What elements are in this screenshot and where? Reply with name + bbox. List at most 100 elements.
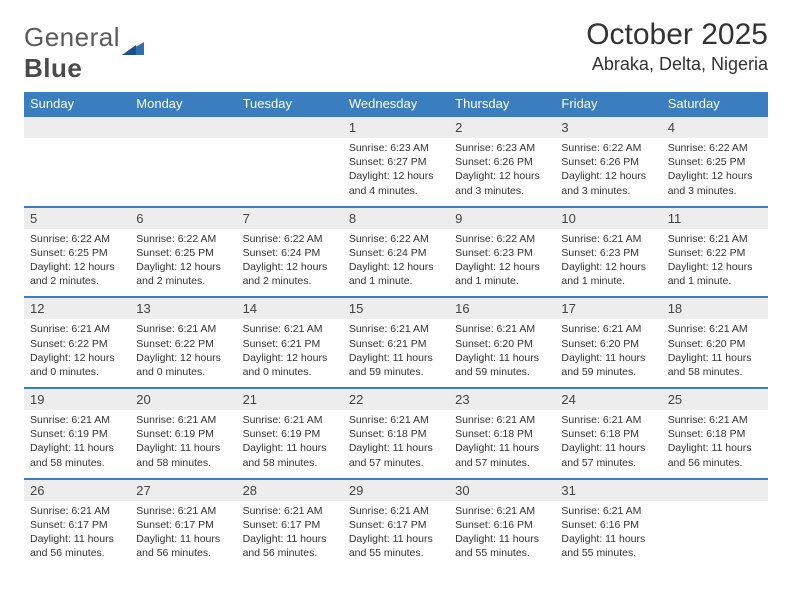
sunrise-text: Sunrise: 6:21 AM: [243, 322, 337, 336]
day1-text: Daylight: 12 hours: [349, 260, 443, 274]
day-number: 4: [662, 116, 768, 138]
day-number: 23: [449, 388, 555, 410]
day-number: 11: [662, 207, 768, 229]
day-number: 18: [662, 297, 768, 319]
sunrise-text: Sunrise: 6:22 AM: [243, 232, 337, 246]
day1-text: Daylight: 12 hours: [243, 260, 337, 274]
day1-text: Daylight: 12 hours: [243, 351, 337, 365]
day2-text: and 1 minute.: [668, 274, 762, 288]
day-number: 17: [555, 297, 661, 319]
sunrise-text: Sunrise: 6:21 AM: [455, 413, 549, 427]
day1-text: Daylight: 11 hours: [455, 441, 549, 455]
day-detail-cell: [24, 138, 130, 207]
day2-text: and 56 minutes.: [668, 456, 762, 470]
sunset-text: Sunset: 6:25 PM: [136, 246, 230, 260]
day-number: 12: [24, 297, 130, 319]
brand-part2: Blue: [24, 53, 82, 83]
day-detail-cell: Sunrise: 6:22 AMSunset: 6:26 PMDaylight:…: [555, 138, 661, 207]
day2-text: and 1 minute.: [455, 274, 549, 288]
day1-text: Daylight: 12 hours: [668, 169, 762, 183]
day-detail-cell: Sunrise: 6:23 AMSunset: 6:27 PMDaylight:…: [343, 138, 449, 207]
day-number: 5: [24, 207, 130, 229]
sunset-text: Sunset: 6:20 PM: [561, 337, 655, 351]
day-number: 25: [662, 388, 768, 410]
day-detail-cell: Sunrise: 6:21 AMSunset: 6:17 PMDaylight:…: [24, 501, 130, 569]
day2-text: and 57 minutes.: [349, 456, 443, 470]
day2-text: and 56 minutes.: [136, 546, 230, 560]
day2-text: and 3 minutes.: [561, 184, 655, 198]
day1-text: Daylight: 11 hours: [349, 351, 443, 365]
day1-text: Daylight: 11 hours: [668, 351, 762, 365]
day-detail-cell: Sunrise: 6:22 AMSunset: 6:25 PMDaylight:…: [662, 138, 768, 207]
day1-text: Daylight: 12 hours: [561, 169, 655, 183]
day-number: 8: [343, 207, 449, 229]
day-detail-cell: [130, 138, 236, 207]
day1-text: Daylight: 12 hours: [561, 260, 655, 274]
day2-text: and 2 minutes.: [30, 274, 124, 288]
day-number: 29: [343, 479, 449, 501]
day-number: 6: [130, 207, 236, 229]
day2-text: and 4 minutes.: [349, 184, 443, 198]
sunrise-text: Sunrise: 6:21 AM: [136, 322, 230, 336]
day1-text: Daylight: 12 hours: [30, 351, 124, 365]
sunrise-text: Sunrise: 6:21 AM: [30, 504, 124, 518]
sunset-text: Sunset: 6:18 PM: [561, 427, 655, 441]
day-number-row: 567891011: [24, 207, 768, 229]
sunset-text: Sunset: 6:27 PM: [349, 155, 443, 169]
day-number: 30: [449, 479, 555, 501]
day2-text: and 1 minute.: [349, 274, 443, 288]
sunset-text: Sunset: 6:21 PM: [243, 337, 337, 351]
sunset-text: Sunset: 6:19 PM: [30, 427, 124, 441]
day2-text: and 0 minutes.: [136, 365, 230, 379]
brand-logo: General Blue: [24, 18, 144, 84]
day-detail-cell: Sunrise: 6:21 AMSunset: 6:17 PMDaylight:…: [343, 501, 449, 569]
title-block: October 2025 Abraka, Delta, Nigeria: [586, 18, 768, 75]
day-detail-cell: Sunrise: 6:21 AMSunset: 6:16 PMDaylight:…: [449, 501, 555, 569]
day1-text: Daylight: 11 hours: [136, 441, 230, 455]
day-detail-cell: Sunrise: 6:21 AMSunset: 6:21 PMDaylight:…: [343, 319, 449, 388]
sunset-text: Sunset: 6:23 PM: [561, 246, 655, 260]
weekday-header: Wednesday: [343, 92, 449, 116]
day2-text: and 2 minutes.: [136, 274, 230, 288]
day1-text: Daylight: 12 hours: [668, 260, 762, 274]
sunrise-text: Sunrise: 6:22 AM: [349, 232, 443, 246]
day-number: 13: [130, 297, 236, 319]
sunset-text: Sunset: 6:25 PM: [668, 155, 762, 169]
day2-text: and 3 minutes.: [668, 184, 762, 198]
sunrise-text: Sunrise: 6:22 AM: [561, 141, 655, 155]
day2-text: and 55 minutes.: [455, 546, 549, 560]
day-number: [662, 479, 768, 501]
day1-text: Daylight: 11 hours: [349, 441, 443, 455]
day-number: 16: [449, 297, 555, 319]
sunset-text: Sunset: 6:26 PM: [561, 155, 655, 169]
day-number: 2: [449, 116, 555, 138]
day-number: 27: [130, 479, 236, 501]
day-number: 20: [130, 388, 236, 410]
day2-text: and 56 minutes.: [30, 546, 124, 560]
day-number: 15: [343, 297, 449, 319]
day-detail-cell: Sunrise: 6:21 AMSunset: 6:19 PMDaylight:…: [237, 410, 343, 479]
weekday-header: Sunday: [24, 92, 130, 116]
sunrise-text: Sunrise: 6:21 AM: [136, 504, 230, 518]
day-detail-cell: Sunrise: 6:22 AMSunset: 6:25 PMDaylight:…: [24, 229, 130, 298]
day-number: 22: [343, 388, 449, 410]
day1-text: Daylight: 12 hours: [136, 260, 230, 274]
sunset-text: Sunset: 6:22 PM: [30, 337, 124, 351]
day1-text: Daylight: 11 hours: [668, 441, 762, 455]
sunset-text: Sunset: 6:17 PM: [136, 518, 230, 532]
day-detail-cell: Sunrise: 6:21 AMSunset: 6:19 PMDaylight:…: [130, 410, 236, 479]
sunrise-text: Sunrise: 6:21 AM: [668, 232, 762, 246]
day-number: 26: [24, 479, 130, 501]
day1-text: Daylight: 11 hours: [455, 351, 549, 365]
sunset-text: Sunset: 6:21 PM: [349, 337, 443, 351]
day1-text: Daylight: 11 hours: [561, 351, 655, 365]
day-detail-cell: Sunrise: 6:21 AMSunset: 6:19 PMDaylight:…: [24, 410, 130, 479]
day2-text: and 1 minute.: [561, 274, 655, 288]
day-number: 9: [449, 207, 555, 229]
day2-text: and 0 minutes.: [243, 365, 337, 379]
day-detail-cell: Sunrise: 6:21 AMSunset: 6:17 PMDaylight:…: [237, 501, 343, 569]
day-detail-cell: [662, 501, 768, 569]
day-detail-cell: Sunrise: 6:21 AMSunset: 6:18 PMDaylight:…: [343, 410, 449, 479]
day2-text: and 57 minutes.: [455, 456, 549, 470]
sunset-text: Sunset: 6:25 PM: [30, 246, 124, 260]
